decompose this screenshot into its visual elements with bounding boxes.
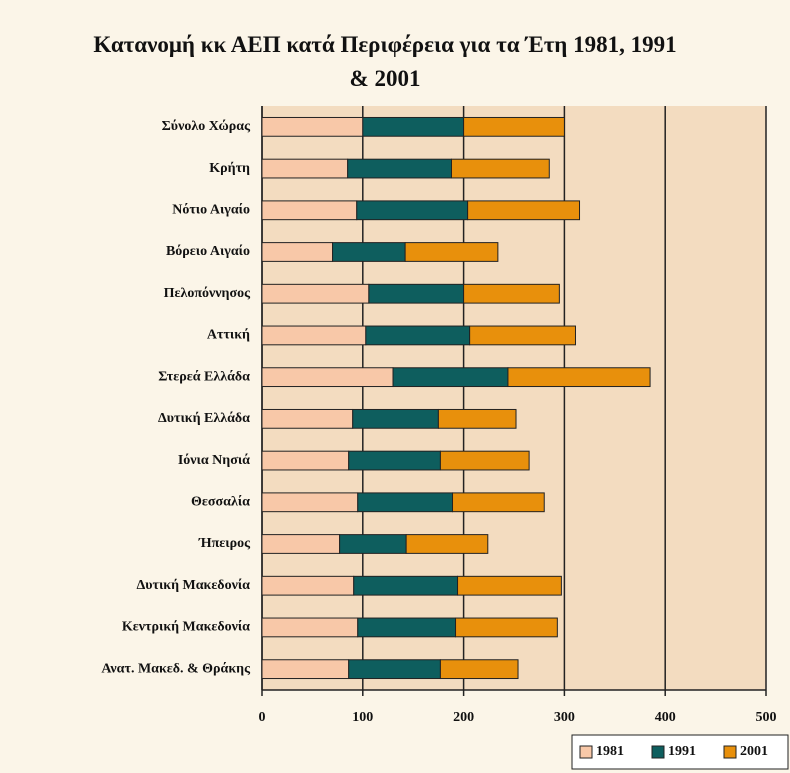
bar-segment bbox=[507, 367, 651, 388]
bar-segment bbox=[261, 450, 350, 471]
bar-segment bbox=[405, 534, 489, 554]
bar-segment bbox=[437, 408, 517, 429]
x-tick-label: 200 bbox=[453, 710, 474, 725]
bar-segment bbox=[463, 116, 565, 137]
legend-swatch bbox=[579, 745, 593, 759]
bar-segment bbox=[457, 575, 562, 596]
bar-segment bbox=[261, 242, 334, 262]
y-tick-label: Κεντρική Μακεδονία bbox=[122, 620, 250, 635]
bar-segment bbox=[348, 450, 441, 471]
bar-segment bbox=[463, 283, 560, 304]
bar-segment bbox=[261, 408, 354, 429]
y-tick-label: Πελοπόννησος bbox=[164, 286, 251, 301]
bar-segment bbox=[261, 158, 349, 179]
bar-segment bbox=[261, 325, 367, 346]
x-tick-label: 0 bbox=[259, 710, 266, 725]
bar-segment bbox=[353, 575, 459, 596]
y-tick-label: Σύνολο Χώρας bbox=[162, 119, 251, 134]
legend-label: 2001 bbox=[740, 744, 768, 759]
bar-segment bbox=[347, 158, 453, 179]
legend-label: 1991 bbox=[668, 744, 696, 759]
bar-segment bbox=[332, 242, 406, 262]
y-tick-label: Δυτική Μακεδονία bbox=[136, 578, 250, 593]
bar-segment bbox=[356, 200, 469, 221]
bar-segment bbox=[439, 450, 530, 471]
plot-area bbox=[262, 106, 766, 690]
y-tick-label: Θεσσαλία bbox=[191, 495, 250, 510]
y-tick-label: Κρήτη bbox=[209, 161, 250, 176]
legend-label: 1981 bbox=[596, 744, 624, 759]
bar-segment bbox=[362, 116, 465, 137]
y-tick-label: Βόρειο Αιγαίο bbox=[166, 244, 250, 259]
bar-segment bbox=[261, 617, 359, 638]
bar-segment bbox=[357, 617, 457, 638]
y-tick-label: Νότιο Αιγαίο bbox=[172, 203, 250, 218]
bar-segment bbox=[451, 158, 550, 179]
bar-segment bbox=[357, 492, 454, 513]
bar-segment bbox=[352, 408, 439, 429]
y-tick-label: Ήπειρος bbox=[198, 536, 251, 551]
bar-segment bbox=[261, 200, 358, 221]
bar-segment bbox=[261, 534, 341, 554]
x-tick-label: 300 bbox=[554, 710, 575, 725]
x-tick-label: 400 bbox=[655, 710, 676, 725]
bar-segment bbox=[339, 534, 407, 554]
bar-segment bbox=[392, 367, 509, 388]
legend-swatch bbox=[651, 745, 665, 759]
bar-segment bbox=[261, 575, 355, 596]
legend-box bbox=[571, 734, 789, 770]
y-tick-label: Αττική bbox=[207, 328, 250, 343]
bar-segment bbox=[261, 283, 370, 304]
bar-segment bbox=[365, 325, 471, 346]
chart-title: Κατανομή κκ ΑΕΠ κατά Περιφέρεια για τα Έ… bbox=[93, 32, 677, 91]
bar-segment bbox=[439, 659, 519, 680]
y-tick-label: Ανατ. Μακεδ. & Θράκης bbox=[101, 661, 251, 676]
bar-segment bbox=[261, 116, 364, 137]
bar-segment bbox=[452, 492, 545, 513]
x-tick-label: 500 bbox=[756, 710, 777, 725]
y-tick-label: Στερεά Ελλάδα bbox=[158, 369, 250, 384]
legend-swatch bbox=[723, 745, 737, 759]
bar-segment bbox=[261, 367, 394, 388]
y-tick-label: Ιόνια Νησιά bbox=[178, 453, 250, 468]
bar-segment bbox=[404, 242, 499, 262]
bar-segment bbox=[368, 283, 465, 304]
bar-segment bbox=[469, 325, 576, 346]
x-tick-label: 100 bbox=[352, 710, 373, 725]
y-tick-label: Δυτική Ελλάδα bbox=[158, 411, 250, 426]
bar-segment bbox=[467, 200, 581, 221]
bar-segment bbox=[261, 492, 359, 513]
bar-segment bbox=[455, 617, 558, 638]
bar-segment bbox=[261, 659, 350, 680]
bar-segment bbox=[348, 659, 441, 680]
